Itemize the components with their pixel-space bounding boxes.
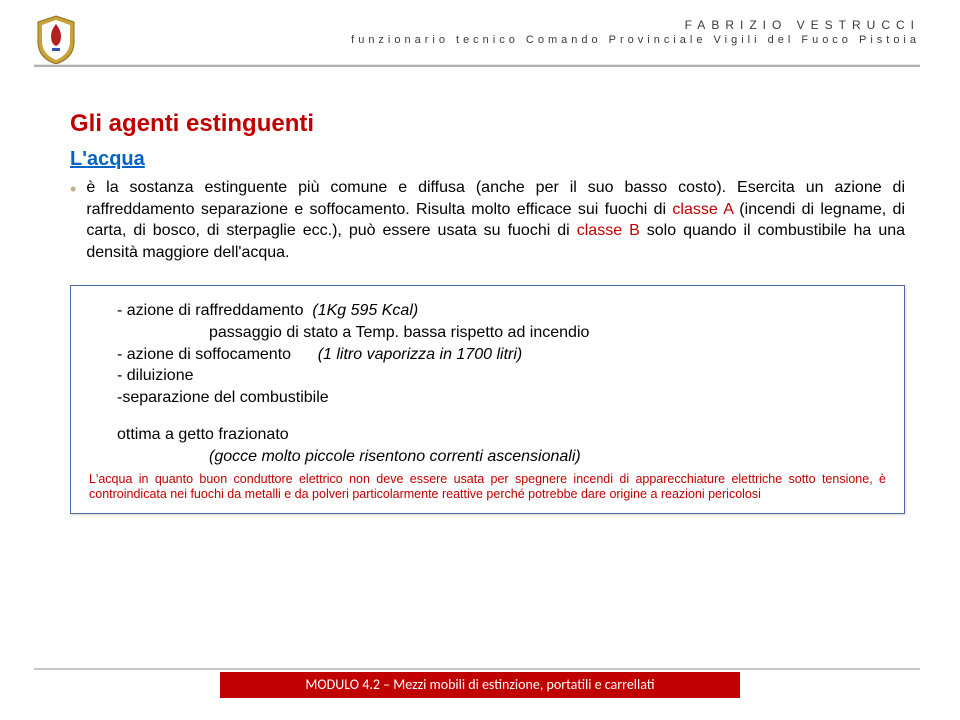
header-divider <box>34 64 920 67</box>
footer-module-bar: MODULO 4.2 – Mezzi mobili di estinzione,… <box>220 672 740 698</box>
main-content: Gli agenti estinguenti L'acqua • è la so… <box>70 110 905 514</box>
bullet-icon: • <box>70 177 76 202</box>
info-box: - azione di raffreddamento (1Kg 595 Kcal… <box>70 285 905 513</box>
box-line: - azione di raffreddamento (1Kg 595 Kcal… <box>117 300 886 322</box>
class-a: classe A <box>672 201 733 218</box>
page-title: Gli agenti estinguenti <box>70 110 905 138</box>
box-line: - azione di soffocamento (1 litro vapori… <box>117 344 886 366</box>
footer-divider <box>34 668 920 670</box>
author-role: funzionario tecnico Comando Provinciale … <box>351 34 920 46</box>
box-line: ottima a getto frazionato <box>117 424 886 446</box>
cooling-action: - azione di raffreddamento <box>117 302 303 319</box>
suffocation-action: - azione di soffocamento <box>117 346 291 363</box>
body-paragraph: è la sostanza estinguente più comune e d… <box>86 177 905 263</box>
bullet-item: • è la sostanza estinguente più comune e… <box>70 177 905 263</box>
suffocation-detail: (1 litro vaporizza in 1700 litri) <box>318 346 523 363</box>
warning-text: L'acqua in quanto buon conduttore elettr… <box>89 472 886 503</box>
section-subtitle: L'acqua <box>70 148 905 171</box>
author-name: FABRIZIO VESTRUCCI <box>351 18 920 32</box>
firefighter-crest-icon <box>34 14 78 66</box>
box-line: - diluizione <box>117 365 886 387</box>
box-line: (gocce molto piccole risentono correnti … <box>209 446 886 468</box>
box-line: passaggio di stato a Temp. bassa rispett… <box>209 322 886 344</box>
cooling-detail: (1Kg 595 Kcal) <box>312 302 418 319</box>
header-block: FABRIZIO VESTRUCCI funzionario tecnico C… <box>351 18 920 46</box>
class-b: classe B <box>577 222 640 239</box>
box-line: -separazione del combustibile <box>117 387 886 409</box>
